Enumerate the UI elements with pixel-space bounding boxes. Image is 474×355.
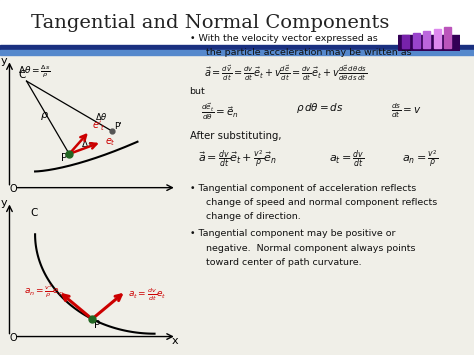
Text: y: y — [1, 198, 8, 208]
Bar — [0, 50, 474, 55]
Text: change of speed and normal component reflects: change of speed and normal component ref… — [206, 198, 438, 207]
Text: $\rho\,d\theta=ds$: $\rho\,d\theta=ds$ — [296, 102, 344, 115]
Text: After substituting,: After substituting, — [190, 131, 281, 141]
Text: $\vec{a}=\frac{dv}{dt}\vec{e}_t+\frac{v^2}{\rho}\vec{e}_n$: $\vec{a}=\frac{dv}{dt}\vec{e}_t+\frac{v^… — [198, 148, 277, 170]
Text: the particle acceleration may be written as: the particle acceleration may be written… — [206, 48, 412, 57]
Text: $e_t$: $e_t$ — [105, 136, 116, 148]
Text: O: O — [9, 333, 17, 343]
Text: $\Delta\theta$: $\Delta\theta$ — [95, 111, 108, 122]
Text: negative.  Normal component always points: negative. Normal component always points — [206, 244, 416, 252]
Text: C: C — [30, 208, 37, 218]
Text: y: y — [1, 55, 8, 66]
Text: C: C — [18, 70, 26, 80]
Text: but: but — [190, 87, 205, 96]
Text: $a_t=\frac{dv}{dt}$: $a_t=\frac{dv}{dt}$ — [329, 148, 365, 170]
Text: • With the velocity vector expressed as: • With the velocity vector expressed as — [190, 34, 377, 43]
Text: change of direction.: change of direction. — [206, 212, 301, 221]
Text: toward center of path curvature.: toward center of path curvature. — [206, 258, 362, 267]
Text: $e'_t$: $e'_t$ — [92, 120, 106, 133]
Text: $\frac{ds}{dt}=v$: $\frac{ds}{dt}=v$ — [391, 102, 422, 120]
Text: $a_t=\frac{dv}{dt}e_t$: $a_t=\frac{dv}{dt}e_t$ — [128, 286, 166, 303]
Text: $a_n=\frac{v^2}{\rho}e_n$: $a_n=\frac{v^2}{\rho}e_n$ — [24, 283, 64, 300]
Bar — [444, 27, 451, 48]
Bar — [413, 33, 419, 48]
Text: Tangential and Normal Components: Tangential and Normal Components — [31, 14, 389, 32]
Bar — [398, 35, 460, 51]
Text: $\vec{a}=\frac{d\vec{v}}{dt}=\frac{dv}{dt}\vec{e}_t+v\frac{d\vec{e}}{dt}=\frac{d: $\vec{a}=\frac{d\vec{v}}{dt}=\frac{dv}{d… — [204, 64, 367, 83]
Bar — [0, 0, 474, 45]
Text: $\rho$: $\rho$ — [40, 109, 49, 121]
Text: • Tangential component may be positive or: • Tangential component may be positive o… — [190, 229, 395, 239]
Text: $a_n=\frac{v^2}{\rho}$: $a_n=\frac{v^2}{\rho}$ — [402, 148, 438, 170]
Text: $\frac{d\vec{e}_t}{d\theta}=\vec{e}_n$: $\frac{d\vec{e}_t}{d\theta}=\vec{e}_n$ — [201, 102, 239, 122]
Text: P: P — [61, 153, 67, 163]
Bar — [423, 31, 430, 48]
Text: $\Delta s$: $\Delta s$ — [81, 138, 94, 149]
Text: • Tangential component of acceleration reflects: • Tangential component of acceleration r… — [190, 184, 416, 193]
Bar — [0, 45, 474, 50]
Bar — [434, 29, 441, 48]
Bar — [402, 35, 409, 48]
Text: P: P — [94, 320, 100, 329]
Text: x: x — [172, 335, 178, 346]
Text: O: O — [9, 184, 17, 194]
Text: P': P' — [114, 122, 122, 131]
Text: $\Delta\theta=\frac{\Delta s}{\rho}$: $\Delta\theta=\frac{\Delta s}{\rho}$ — [18, 63, 50, 79]
